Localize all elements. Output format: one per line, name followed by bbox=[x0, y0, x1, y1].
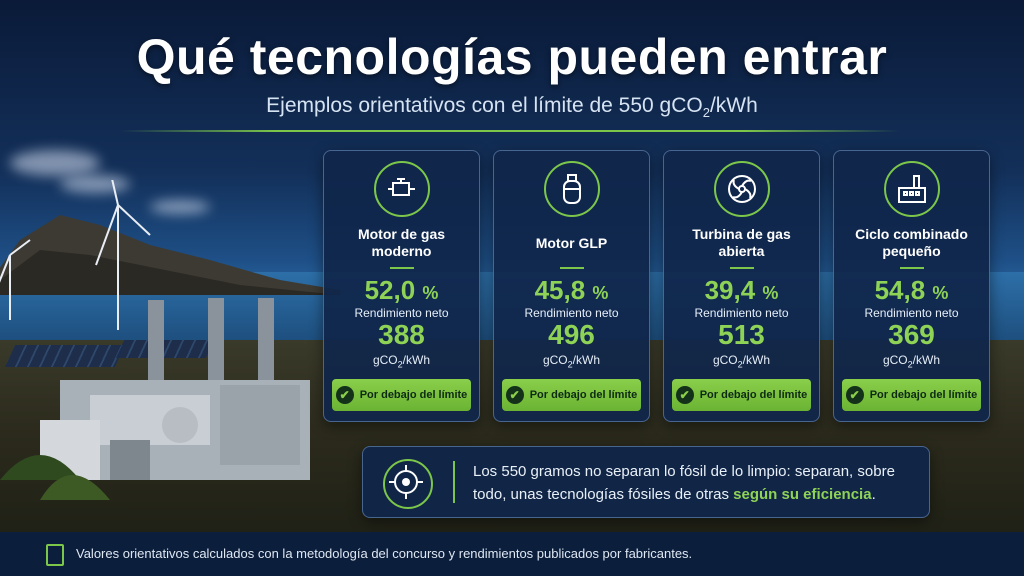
card-title: Turbina de gas abierta bbox=[692, 226, 791, 259]
footer-bar: Valores orientativos calculados con la m… bbox=[0, 532, 1024, 576]
emissions-unit: gCO2/kWh bbox=[372, 353, 431, 370]
factory-icon bbox=[883, 161, 940, 217]
card-divider bbox=[899, 267, 924, 269]
card-motor-gas-moderno: Motor de gas moderno 52,0 % Rendimiento … bbox=[323, 150, 480, 422]
efficiency-label: Rendimiento neto bbox=[354, 306, 449, 320]
check-icon: ✔ bbox=[335, 386, 354, 404]
target-icon bbox=[383, 459, 433, 509]
emissions-value: 496 bbox=[548, 319, 595, 350]
emissions-unit: gCO2/kWh bbox=[882, 353, 941, 370]
efficiency-value: 54,8 % bbox=[874, 275, 949, 305]
turbine-icon bbox=[713, 161, 770, 217]
status-badge: ✔ Por debajo del límite bbox=[672, 379, 811, 411]
engine-icon bbox=[373, 161, 430, 217]
card-title: Motor de gas moderno bbox=[357, 226, 446, 259]
efficiency-label: Rendimiento neto bbox=[864, 306, 959, 320]
check-icon: ✔ bbox=[845, 386, 864, 404]
gas-cylinder-icon bbox=[543, 161, 600, 217]
clipboard-icon bbox=[46, 544, 64, 566]
emissions-value: 369 bbox=[888, 319, 935, 350]
status-badge: ✔ Por debajo del límite bbox=[842, 379, 981, 411]
check-icon: ✔ bbox=[505, 386, 524, 404]
key-message-box: Los 550 gramos no separan lo fósil de lo… bbox=[362, 446, 930, 518]
footer-note: Valores orientativos calculados con la m… bbox=[76, 546, 693, 561]
card-title: Ciclo combinado pequeño bbox=[855, 226, 968, 259]
status-badge: ✔ Por debajo del límite bbox=[502, 379, 641, 411]
power-plant-illustration bbox=[0, 180, 310, 500]
emissions-value: 388 bbox=[378, 319, 425, 350]
efficiency-label: Rendimiento neto bbox=[694, 306, 789, 320]
card-motor-glp: Motor GLP 45,8 % Rendimiento neto 496 gC… bbox=[493, 150, 650, 422]
efficiency-label: Rendimiento neto bbox=[524, 306, 619, 320]
emissions-unit: gCO2/kWh bbox=[542, 353, 601, 370]
card-title: Motor GLP bbox=[535, 234, 608, 251]
header-divider bbox=[120, 130, 900, 132]
message-divider bbox=[453, 461, 455, 503]
check-icon: ✔ bbox=[675, 386, 694, 404]
efficiency-value: 52,0 % bbox=[364, 275, 439, 305]
card-divider bbox=[559, 267, 584, 269]
card-divider bbox=[729, 267, 754, 269]
emissions-value: 513 bbox=[718, 319, 765, 350]
card-divider bbox=[389, 267, 414, 269]
card-ciclo-combinado-pequeno: Ciclo combinado pequeño 54,8 % Rendimien… bbox=[833, 150, 990, 422]
emissions-unit: gCO2/kWh bbox=[712, 353, 771, 370]
efficiency-value: 45,8 % bbox=[534, 275, 609, 305]
status-badge: ✔ Por debajo del límite bbox=[332, 379, 471, 411]
highlight-text: según su eficiencia bbox=[733, 486, 872, 503]
efficiency-value: 39,4 % bbox=[704, 275, 779, 305]
page-title: Qué tecnologías pueden entrar bbox=[136, 29, 888, 85]
mountain-illustration bbox=[0, 215, 340, 295]
key-message-text: Los 550 gramos no separan lo fósil de lo… bbox=[473, 463, 895, 503]
card-turbina-gas-abierta: Turbina de gas abierta 39,4 % Rendimient… bbox=[663, 150, 820, 422]
page-subtitle: Ejemplos orientativos con el límite de 5… bbox=[266, 94, 758, 121]
